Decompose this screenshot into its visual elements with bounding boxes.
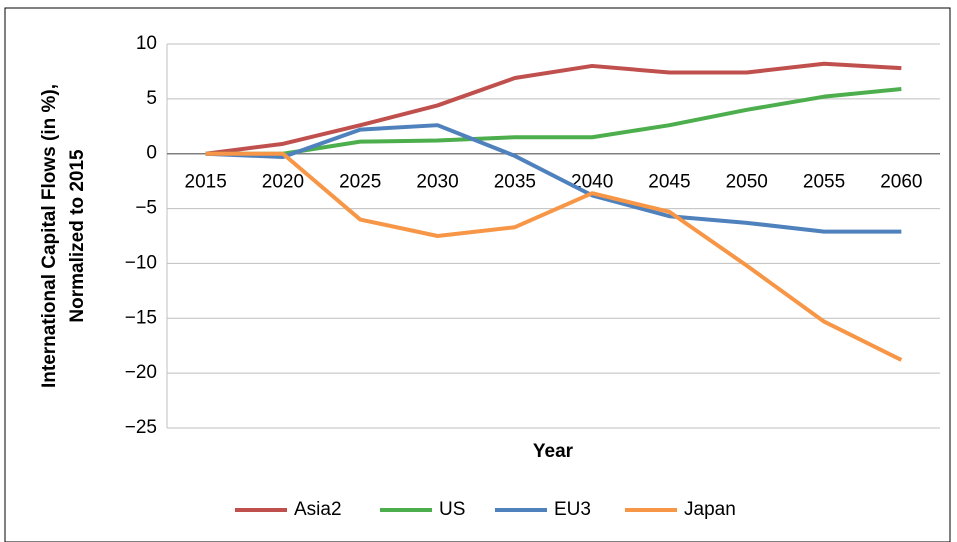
series-line [205, 151, 903, 362]
y-tick-label: −25 [125, 417, 157, 438]
x-tick-label: 2060 [880, 172, 922, 193]
x-tick-label: 2020 [262, 172, 304, 193]
x-tick-label: 2045 [648, 172, 690, 193]
legend-label: US [439, 499, 465, 520]
series-line [205, 123, 902, 234]
y-axis-label-line: International Capital Flows (in %), [39, 84, 60, 388]
x-tick-label: 2040 [571, 172, 613, 193]
series-line [205, 86, 902, 156]
y-tick-label: −10 [125, 252, 157, 273]
y-tick-label: 0 [146, 143, 157, 164]
legend-label: Asia2 [294, 499, 342, 520]
y-axis-label: International Capital Flows (in %), Norm… [39, 84, 88, 388]
y-tick-label: 5 [146, 88, 157, 109]
x-tick-label: 2025 [339, 172, 381, 193]
x-tick-label: 2030 [416, 172, 458, 193]
y-tick-label: −20 [125, 362, 157, 383]
legend-label: EU3 [554, 499, 591, 520]
y-tick-label: 10 [136, 33, 157, 54]
legend-label: Japan [684, 499, 736, 520]
x-tick-label: 2050 [726, 172, 768, 193]
y-axis-label-line: Normalized to 2015 [67, 149, 88, 323]
x-tick-label: 2035 [494, 172, 536, 193]
frame [4, 7, 951, 542]
y-tick-label: −5 [135, 198, 157, 219]
x-tick-label: 2055 [803, 172, 845, 193]
y-tick-label: −15 [125, 307, 157, 328]
x-tick-label: 2015 [185, 172, 227, 193]
series-line [205, 61, 902, 156]
x-axis-label: Year [533, 441, 574, 462]
